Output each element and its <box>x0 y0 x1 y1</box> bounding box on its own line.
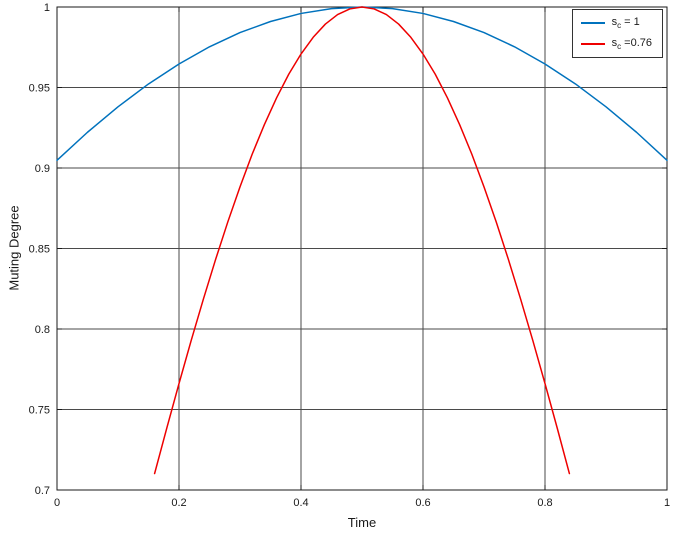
svg-text:1: 1 <box>44 2 50 14</box>
legend-line-sample <box>580 43 605 46</box>
svg-text:0.9: 0.9 <box>35 163 50 175</box>
svg-text:0.6: 0.6 <box>415 497 430 509</box>
legend[interactable]: sc = 1 sc =0.76 <box>571 9 663 59</box>
x-tick-labels: 0 0.2 0.4 0.6 0.8 1 <box>54 497 670 509</box>
y-tick-labels: 0.7 0.75 0.8 0.85 0.9 0.95 1 <box>29 2 50 497</box>
svg-text:0.7: 0.7 <box>35 485 50 497</box>
svg-text:0.85: 0.85 <box>29 244 50 256</box>
legend-line-sample <box>580 22 605 25</box>
tick-marks <box>56 6 668 491</box>
legend-label: sc =0.76 <box>611 37 652 52</box>
grid-lines <box>57 7 667 490</box>
svg-text:1: 1 <box>664 497 670 509</box>
legend-entry-1[interactable]: sc =0.76 <box>580 37 652 52</box>
series-line-1 <box>153 6 571 475</box>
svg-text:0: 0 <box>54 497 60 509</box>
svg-text:0.95: 0.95 <box>29 83 50 95</box>
svg-text:0.2: 0.2 <box>171 497 186 509</box>
svg-text:0.4: 0.4 <box>293 497 308 509</box>
y-axis-label: Muting Degree <box>6 205 22 291</box>
legend-entry-0[interactable]: sc = 1 <box>580 16 652 31</box>
x-axis-label: Time <box>347 515 377 530</box>
svg-text:0.8: 0.8 <box>537 497 552 509</box>
svg-text:0.8: 0.8 <box>35 324 50 336</box>
legend-label: sc = 1 <box>611 16 640 31</box>
svg-text:0.75: 0.75 <box>29 405 50 417</box>
